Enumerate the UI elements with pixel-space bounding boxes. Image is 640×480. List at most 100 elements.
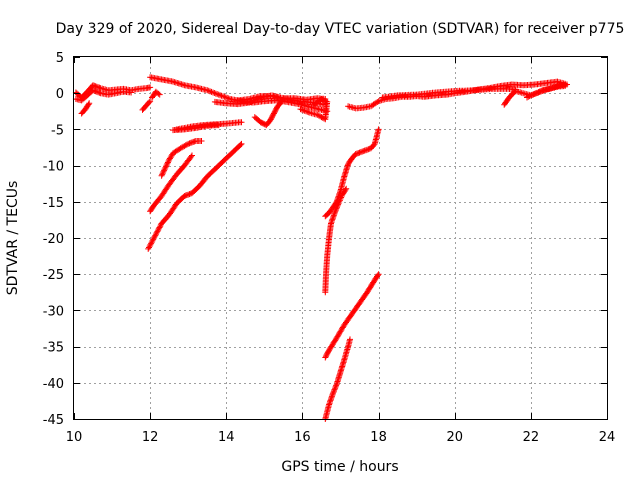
data-series [149, 88, 163, 101]
data-point [343, 185, 350, 192]
data-series [251, 98, 285, 129]
data-point [332, 200, 339, 206]
plot-frame [73, 56, 608, 420]
data-point [238, 140, 245, 147]
data-series [297, 96, 331, 123]
data-point [155, 227, 162, 234]
data-point [156, 91, 163, 98]
data-series [524, 83, 569, 101]
x-tick-label: 20 [446, 430, 463, 445]
data-point [375, 271, 382, 278]
data-point [154, 228, 161, 235]
data-point [205, 87, 212, 94]
data-point [153, 231, 159, 238]
data-point [189, 152, 195, 159]
data-point [330, 389, 337, 396]
y-tick-label: -20 [43, 232, 64, 247]
y-axis-title: SDTVAR / TECUs [5, 181, 21, 296]
data-point [524, 94, 530, 101]
data-point [347, 336, 353, 343]
y-tick-label: -10 [43, 160, 64, 175]
chart-title: Day 329 of 2020, Sidereal Day-to-day VTE… [56, 21, 625, 37]
data-point [158, 172, 165, 179]
x-axis-title: GPS time / hours [281, 459, 398, 475]
x-tick-label: 14 [218, 430, 235, 445]
y-tick-label: -35 [43, 341, 64, 356]
x-tick-label: 16 [294, 430, 311, 445]
data-series [379, 85, 519, 101]
data-point [146, 243, 153, 250]
x-tick-label: 10 [66, 430, 83, 445]
data-point [155, 225, 162, 232]
data-point [188, 153, 195, 160]
data-point [198, 138, 205, 144]
data-point [149, 237, 156, 244]
data-point [165, 158, 172, 165]
data-point [160, 168, 167, 175]
data-point [278, 98, 285, 105]
y-tick-label: -5 [51, 123, 64, 138]
data-point [525, 93, 532, 100]
data-series [170, 122, 222, 134]
data-point [562, 83, 569, 89]
data-point [159, 170, 166, 177]
x-tick-labels: 10 12 14 16 18 20 22 24 [66, 430, 616, 445]
data-marks [72, 74, 570, 422]
data-point [146, 244, 152, 251]
data-point [163, 163, 169, 170]
data-point [162, 164, 169, 171]
data-point [151, 233, 158, 240]
data-point [146, 99, 153, 106]
data-series [147, 152, 195, 215]
data-point [277, 100, 284, 106]
data-point [150, 235, 157, 241]
data-point [536, 88, 543, 95]
data-point [85, 101, 92, 108]
data-point [298, 106, 305, 113]
data-point [532, 90, 539, 97]
y-tick-label: -15 [43, 196, 64, 211]
data-point [148, 239, 155, 246]
y-tick-label: -40 [43, 377, 64, 392]
grid [74, 57, 607, 419]
data-point [164, 160, 171, 167]
y-tick-labels: 5 0 -5 -10 -15 -20 -25 -30 -35 -40 -45 [43, 51, 64, 428]
data-point [375, 126, 382, 133]
data-point [147, 241, 154, 248]
data-series [234, 93, 329, 104]
data-point [164, 159, 171, 166]
x-tick-label: 22 [523, 430, 540, 445]
x-tick-label: 24 [599, 430, 616, 445]
data-point [333, 382, 340, 389]
data-point [538, 87, 544, 94]
data-point [147, 98, 154, 105]
data-point [148, 240, 155, 247]
data-series [145, 140, 245, 252]
data-point [374, 99, 381, 105]
data-point [310, 101, 317, 108]
data-point [161, 167, 168, 174]
x-tick-label: 18 [370, 430, 387, 445]
data-series [322, 336, 353, 422]
ticks [74, 57, 608, 420]
data-point [221, 93, 228, 100]
data-point [312, 100, 319, 107]
data-point [332, 208, 339, 215]
data-point [225, 95, 232, 102]
data-point [159, 171, 166, 178]
y-tick-label: -30 [43, 304, 64, 319]
data-point [86, 100, 93, 107]
data-point [183, 141, 190, 148]
data-series [158, 138, 205, 179]
data-point [211, 90, 218, 96]
y-tick-label: -45 [43, 413, 64, 428]
data-point [238, 119, 245, 126]
data-series [322, 271, 382, 361]
data-point [370, 142, 377, 148]
y-tick-label: 5 [56, 51, 64, 66]
data-point [152, 232, 159, 239]
data-point [237, 141, 244, 148]
x-tick-label: 12 [142, 430, 159, 445]
data-point [128, 89, 135, 96]
data-point [157, 223, 164, 230]
